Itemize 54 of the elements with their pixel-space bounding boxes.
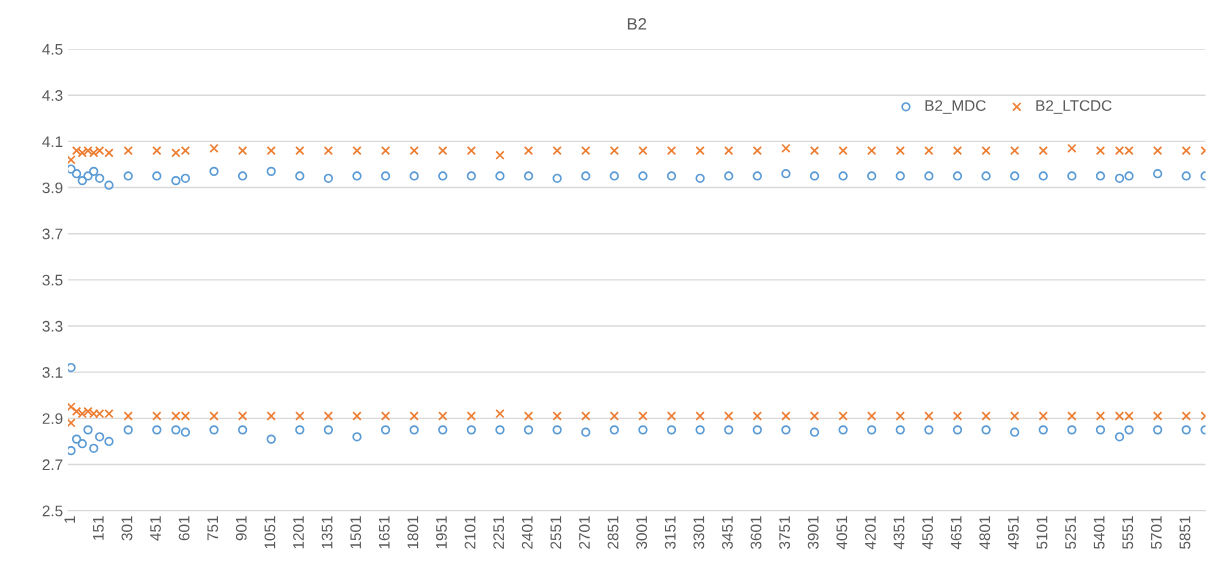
x-tick-label: 2701 [579,516,590,549]
y-tick-label: 4.1 [42,136,63,147]
x-tick-label: 1351 [321,516,333,549]
x-tick-label: 1201 [293,516,304,549]
x-tick-label: 451 [150,516,161,541]
x-tick-label: 5701 [1150,516,1162,549]
x-tick-label: 1951 [436,516,447,549]
x-tick-label: 3451 [722,516,733,549]
x-tick-label: 3301 [693,516,705,549]
x-tick-label: 2251 [493,516,505,549]
chart-title: B2 [627,17,647,30]
x-tick-label: 4051 [836,516,848,550]
x-tick-label: 901 [235,516,247,541]
y-tick-label: 2.5 [42,505,63,517]
x-tick-label: 151 [93,516,104,540]
y-tick-label: 3.5 [42,274,63,286]
x-tick-label: 3901 [807,516,819,549]
x-tick-label: 5101 [1036,516,1048,549]
x-tick-label: 3601 [750,516,762,549]
x-tick-label: 5401 [1093,516,1105,549]
x-tick-label: 1051 [264,516,276,549]
x-tick-label: 4351 [893,516,905,550]
x-tick-label: 1 [64,516,75,523]
y-tick-label: 4.5 [42,44,63,55]
x-tick-label: 2101 [464,516,476,549]
x-tick-label: 3001 [636,516,648,549]
x-tick-label: 4951 [1007,516,1019,550]
x-tick-label: 301 [121,516,133,541]
y-tick-label: 3.7 [42,228,63,240]
x-tick-label: 5851 [1179,516,1191,549]
legend-label: B2_MDC [925,100,986,114]
x-tick-label: 1651 [378,516,390,549]
x-tick-label: 2551 [550,516,562,549]
x-tick-label: 1501 [350,516,362,549]
y-tick-label: 4.3 [42,90,63,101]
x-tick-label: 5251 [1065,516,1076,549]
x-tick-label: 1801 [407,516,419,549]
x-tick-label: 3751 [779,516,791,549]
x-tick-label: 2851 [607,516,619,549]
y-tick-label: 2.7 [42,459,63,471]
x-tick-label: 751 [207,516,219,541]
x-tick-label: 3151 [664,516,676,549]
x-tick-label: 2401 [521,516,533,549]
x-tick-label: 601 [178,516,190,541]
legend-label: B2_LTCDC [1036,100,1112,114]
y-tick-label: 2.9 [42,413,63,425]
x-tick-label: 4801 [979,516,991,550]
x-tick-label: 4651 [950,516,962,550]
y-tick-label: 3.9 [42,182,63,194]
y-tick-label: 3.1 [42,367,63,378]
x-tick-label: 4201 [864,516,876,550]
x-tick-label: 5551 [1122,516,1134,549]
y-tick-label: 3.3 [42,320,63,332]
x-tick-label: 4501 [922,516,933,550]
